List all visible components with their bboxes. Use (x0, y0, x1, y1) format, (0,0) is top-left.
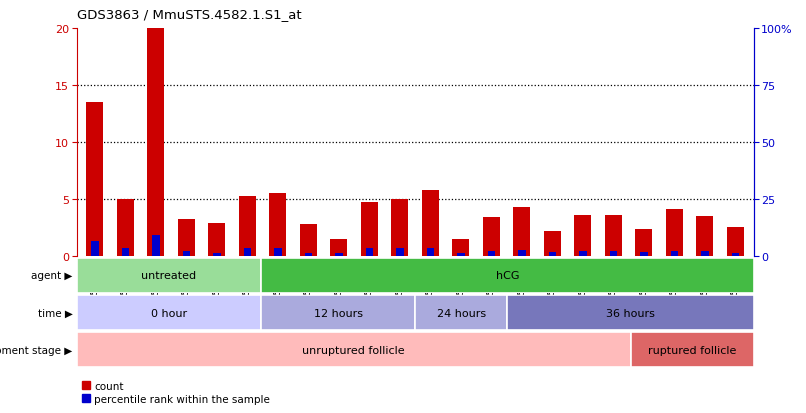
Bar (422, 190, 438, 256)
Text: development stage ▶: development stage ▶ (0, 345, 73, 355)
Bar (635, 230, 652, 256)
Bar (732, 253, 739, 256)
Bar (274, 249, 281, 256)
Bar (666, 209, 683, 256)
Bar (147, 29, 164, 256)
Bar (549, 253, 556, 256)
Bar (361, 203, 378, 256)
Bar (640, 252, 647, 256)
FancyBboxPatch shape (415, 295, 508, 330)
Bar (335, 254, 343, 256)
Text: untreated: untreated (141, 271, 197, 281)
Bar (609, 251, 617, 256)
Bar (209, 223, 225, 256)
FancyBboxPatch shape (77, 295, 261, 330)
Legend: count, percentile rank within the sample: count, percentile rank within the sample (81, 381, 270, 404)
Bar (183, 252, 190, 256)
Bar (305, 253, 312, 256)
Bar (213, 253, 221, 256)
Bar (727, 228, 744, 256)
Text: time ▶: time ▶ (38, 308, 73, 318)
Bar (513, 207, 530, 256)
Bar (178, 220, 195, 256)
Bar (579, 251, 587, 256)
Bar (239, 197, 256, 256)
Bar (426, 248, 434, 256)
Text: GDS3863 / MmuSTS.4582.1.S1_at: GDS3863 / MmuSTS.4582.1.S1_at (77, 8, 301, 21)
Bar (366, 248, 373, 256)
Text: ruptured follicle: ruptured follicle (648, 345, 736, 355)
Bar (330, 239, 347, 256)
Bar (452, 239, 469, 256)
Bar (91, 241, 98, 256)
Text: unruptured follicle: unruptured follicle (302, 345, 405, 355)
Bar (243, 249, 251, 256)
FancyBboxPatch shape (508, 295, 754, 330)
Bar (483, 217, 500, 256)
Bar (696, 216, 713, 256)
Text: agent ▶: agent ▶ (31, 271, 73, 281)
Text: 24 hours: 24 hours (437, 308, 486, 318)
Text: hCG: hCG (496, 271, 519, 281)
Bar (117, 199, 134, 256)
Text: 36 hours: 36 hours (606, 308, 655, 318)
Bar (300, 224, 317, 256)
Bar (701, 251, 708, 256)
Bar (122, 248, 129, 256)
Text: 12 hours: 12 hours (314, 308, 363, 318)
FancyBboxPatch shape (630, 332, 754, 368)
Bar (86, 103, 103, 256)
Text: 0 hour: 0 hour (151, 308, 187, 318)
Bar (605, 215, 621, 256)
Bar (392, 199, 408, 256)
FancyBboxPatch shape (261, 258, 754, 293)
Bar (488, 251, 495, 256)
Bar (544, 231, 561, 256)
Bar (396, 248, 404, 256)
FancyBboxPatch shape (77, 332, 630, 368)
Bar (269, 194, 286, 256)
FancyBboxPatch shape (77, 258, 261, 293)
Bar (671, 251, 678, 256)
Bar (152, 235, 160, 256)
Bar (518, 250, 526, 256)
Bar (457, 254, 464, 256)
FancyBboxPatch shape (261, 295, 415, 330)
Bar (575, 215, 592, 256)
